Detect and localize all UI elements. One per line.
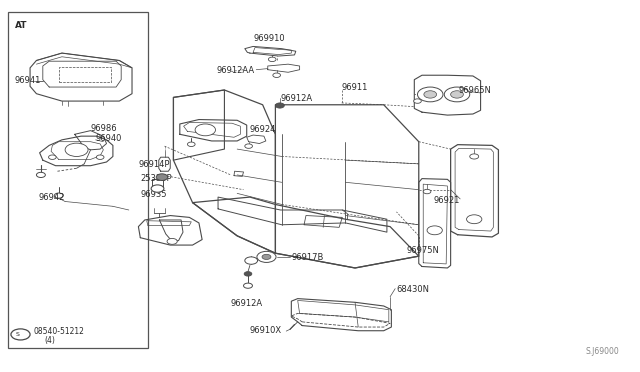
Text: 96935: 96935 (140, 190, 167, 199)
Text: 969910: 969910 (253, 34, 285, 43)
Text: 96910X: 96910X (250, 326, 282, 335)
Bar (152, 179, 163, 187)
Text: 96912A: 96912A (280, 94, 312, 103)
Circle shape (151, 185, 164, 192)
Circle shape (245, 144, 252, 148)
Circle shape (188, 142, 195, 147)
Circle shape (49, 155, 56, 160)
Circle shape (195, 124, 216, 136)
Text: 96940: 96940 (96, 134, 122, 143)
Circle shape (273, 73, 280, 77)
Circle shape (244, 272, 252, 276)
Circle shape (470, 154, 479, 159)
Circle shape (54, 193, 63, 198)
Text: 96914P: 96914P (138, 160, 170, 169)
Circle shape (36, 172, 45, 177)
Circle shape (427, 226, 442, 235)
Circle shape (268, 57, 276, 62)
Text: 96975N: 96975N (406, 246, 439, 255)
Text: 96965N: 96965N (459, 86, 492, 95)
Circle shape (257, 251, 276, 262)
Text: S.J69000: S.J69000 (586, 347, 620, 356)
Circle shape (444, 87, 470, 102)
Text: 96924: 96924 (250, 125, 276, 134)
Circle shape (65, 143, 88, 157)
Circle shape (467, 215, 482, 224)
Circle shape (156, 174, 168, 180)
Bar (8, 13, 148, 349)
Text: 96912AA: 96912AA (217, 66, 255, 75)
Circle shape (424, 91, 436, 98)
Text: 96941: 96941 (14, 76, 40, 85)
Text: (4): (4) (45, 336, 56, 345)
Circle shape (167, 238, 177, 244)
Text: 96986: 96986 (91, 124, 117, 133)
Circle shape (245, 257, 257, 264)
Text: AT: AT (15, 21, 28, 30)
Circle shape (423, 189, 431, 194)
Text: 25335P: 25335P (140, 174, 172, 183)
Text: 96942: 96942 (38, 193, 65, 202)
Text: 08540-51212: 08540-51212 (33, 327, 84, 336)
Text: 96911: 96911 (342, 83, 368, 92)
Circle shape (244, 283, 252, 288)
Text: S: S (15, 332, 19, 337)
Text: 96917B: 96917B (291, 253, 324, 263)
Circle shape (11, 329, 30, 340)
Circle shape (417, 87, 443, 102)
Circle shape (275, 103, 284, 108)
Text: 68430N: 68430N (396, 285, 429, 294)
Text: 96912A: 96912A (231, 299, 263, 308)
Circle shape (413, 99, 421, 103)
Circle shape (262, 254, 271, 260)
Text: 96921: 96921 (434, 196, 460, 205)
Circle shape (97, 155, 104, 160)
Circle shape (451, 91, 463, 98)
